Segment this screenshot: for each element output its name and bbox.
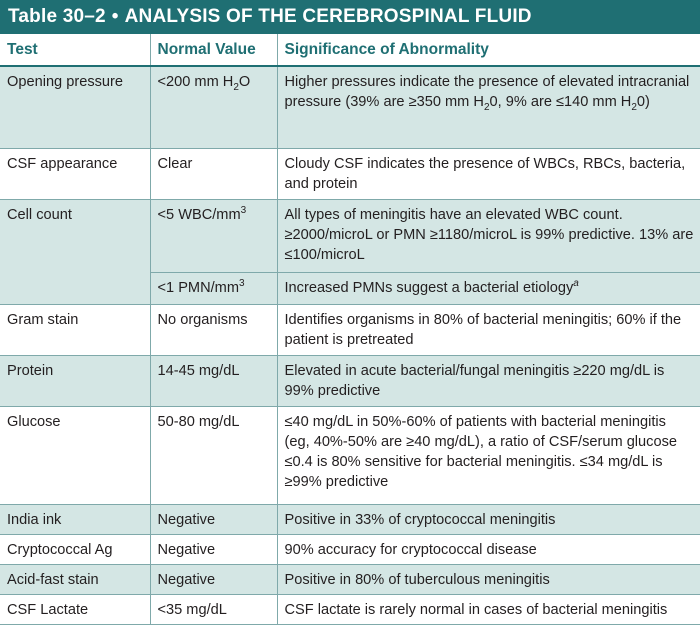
significance-text: 0) — [636, 94, 650, 110]
table-row: Acid-fast stain Negative Positive in 80%… — [0, 564, 700, 595]
header-test: Test — [0, 34, 151, 67]
significance-cell: Cloudy CSF indicates the presence of WBC… — [277, 148, 700, 200]
subscript: 2 — [631, 101, 637, 113]
test-cell: CSF appearance — [0, 148, 151, 200]
normal-value-cell: Negative — [150, 504, 278, 535]
title-separator: • — [111, 6, 119, 27]
significance-text: Higher pressures indicate the presence o… — [284, 74, 690, 110]
table-title-text: ANALYSIS OF THE CEREBROSPINAL FLUID — [124, 6, 532, 27]
table-row: <1 PMN/mm3 Increased PMNs suggest a bact… — [0, 272, 700, 305]
table-row: Opening pressure <200 mm H2O Higher pres… — [0, 66, 700, 149]
superscript: 3 — [240, 205, 247, 217]
table-row: Cryptococcal Ag Negative 90% accuracy fo… — [0, 534, 700, 565]
table-row: CSF Lactate <35 mg/dL CSF lactate is rar… — [0, 594, 700, 625]
significance-cell: All types of meningitis have an elevated… — [277, 199, 700, 273]
significance-cell: Elevated in acute bacterial/fungal menin… — [277, 355, 700, 407]
test-cell: Cell count — [0, 199, 151, 305]
normal-value-cell: No organisms — [150, 304, 278, 356]
significance-cell: CSF lactate is rarely normal in cases of… — [277, 594, 700, 625]
normal-value-cell: 50-80 mg/dL — [150, 406, 278, 505]
normal-value-cell: <35 mg/dL — [150, 594, 278, 625]
significance-cell: ≤40 mg/dL in 50%-60% of patients with ba… — [277, 406, 700, 505]
significance-cell: Positive in 33% of cryptococcal meningit… — [277, 504, 700, 535]
test-cell: CSF Lactate — [0, 594, 151, 625]
significance-cell: Higher pressures indicate the presence o… — [277, 66, 700, 149]
significance-text: 0, 9% are ≤140 mm H — [489, 94, 632, 110]
table-number: Table 30–2 — [8, 6, 106, 27]
normal-value-cell: <200 mm H2O — [150, 66, 278, 149]
significance-cell: 90% accuracy for cryptococcal disease — [277, 534, 700, 565]
test-cell: Glucose — [0, 406, 151, 505]
test-cell: Acid-fast stain — [0, 564, 151, 595]
normal-value-text: <200 mm H — [157, 74, 234, 90]
normal-value-text: <1 PMN/mm — [157, 280, 240, 296]
subscript: 2 — [483, 101, 490, 113]
header-row: Test Normal Value Significance of Abnorm… — [0, 34, 700, 67]
normal-value-cell: Negative — [150, 564, 278, 595]
table-title: Table 30–2 • ANALYSIS OF THE CEREBROSPINAL… — [0, 0, 700, 34]
table-row: Protein 14-45 mg/dL Elevated in acute ba… — [0, 355, 700, 407]
normal-value-text: <5 WBC/mm — [157, 207, 241, 223]
normal-value-text: O — [238, 74, 251, 90]
data-table: Test Normal Value Significance of Abnorm… — [0, 34, 700, 625]
subscript: 2 — [233, 81, 239, 93]
normal-value-cell: 14-45 mg/dL — [150, 355, 278, 407]
significance-cell: Identifies organisms in 80% of bacterial… — [277, 304, 700, 356]
significance-cell: Positive in 80% of tuberculous meningiti… — [277, 564, 700, 595]
superscript: 3 — [239, 278, 245, 290]
table-row: CSF appearance Clear Cloudy CSF indicate… — [0, 148, 700, 200]
table-row: India ink Negative Positive in 33% of cr… — [0, 504, 700, 535]
footnote-marker: a — [573, 278, 579, 290]
table-row: Cell count <5 WBC/mm3 All types of menin… — [0, 199, 700, 305]
test-cell: Protein — [0, 355, 151, 407]
normal-value-cell: Clear — [150, 148, 278, 200]
normal-value-cell: <1 PMN/mm3 — [150, 272, 278, 305]
normal-value-cell: <5 WBC/mm3 — [150, 199, 278, 273]
header-normal-value: Normal Value — [150, 34, 278, 67]
test-cell: Cryptococcal Ag — [0, 534, 151, 565]
test-cell: Gram stain — [0, 304, 151, 356]
test-cell: India ink — [0, 504, 151, 535]
significance-text: Increased PMNs suggest a bacterial etiol… — [284, 280, 574, 296]
test-cell: Opening pressure — [0, 66, 151, 149]
header-significance: Significance of Abnormality — [277, 34, 700, 67]
table-row: Gram stain No organisms Identifies organ… — [0, 304, 700, 356]
significance-cell: Increased PMNs suggest a bacterial etiol… — [277, 272, 700, 305]
table-row: Glucose 50-80 mg/dL ≤40 mg/dL in 50%-60%… — [0, 406, 700, 505]
normal-value-cell: Negative — [150, 534, 278, 565]
